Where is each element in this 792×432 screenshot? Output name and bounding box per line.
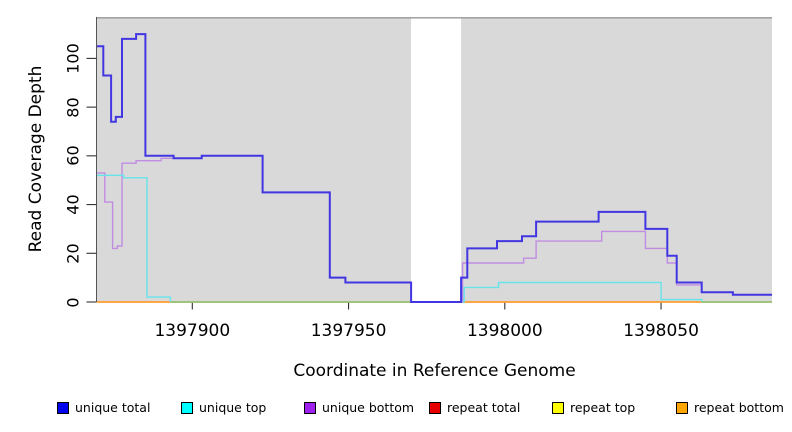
unique-top-swatch-icon [181,402,193,414]
y-tick-label: 20 [63,243,83,264]
legend: unique total unique top unique bottom re… [0,401,792,417]
repeat-bottom-swatch-icon [676,402,688,414]
no-data-gap [411,18,462,302]
unique-total-swatch-icon [57,402,69,414]
legend-item-repeat-bottom: repeat bottom [676,401,784,415]
x-tick-label: 1397950 [310,321,387,341]
y-tick-label: 100 [63,43,83,74]
legend-item-unique-total: unique total [57,401,150,415]
series-unique-total [97,33,772,303]
repeat-top-swatch-icon [552,402,564,414]
legend-label: unique total [75,400,151,415]
y-tick-label: 40 [63,194,83,215]
x-axis-title: Coordinate in Reference Genome [293,361,576,381]
legend-label: unique bottom [322,400,415,415]
unique-bottom-swatch-icon [304,402,316,414]
y-axis-title: Read Coverage Depth [26,65,46,253]
repeat-total-swatch-icon [429,402,441,414]
y-tick-label: 80 [63,96,83,118]
legend-item-unique-top: unique top [181,401,266,415]
plot-top-border [97,17,772,19]
legend-item-unique-bottom: unique bottom [304,401,414,415]
legend-label: unique top [199,400,267,415]
legend-label: repeat bottom [694,400,784,415]
legend-label: repeat top [570,400,636,415]
x-tick-label: 1397900 [154,321,231,341]
y-tick-label: 0 [63,296,83,308]
legend-item-repeat-top: repeat top [552,401,635,415]
x-tick-label: 1398000 [466,321,543,341]
y-tick-label: 60 [63,145,83,167]
series-unique-top [462,281,703,303]
legend-label: repeat total [447,400,521,415]
series-unique-top [97,174,172,302]
x-tick-label: 1398050 [623,321,699,341]
legend-item-repeat-total: repeat total [429,401,520,415]
